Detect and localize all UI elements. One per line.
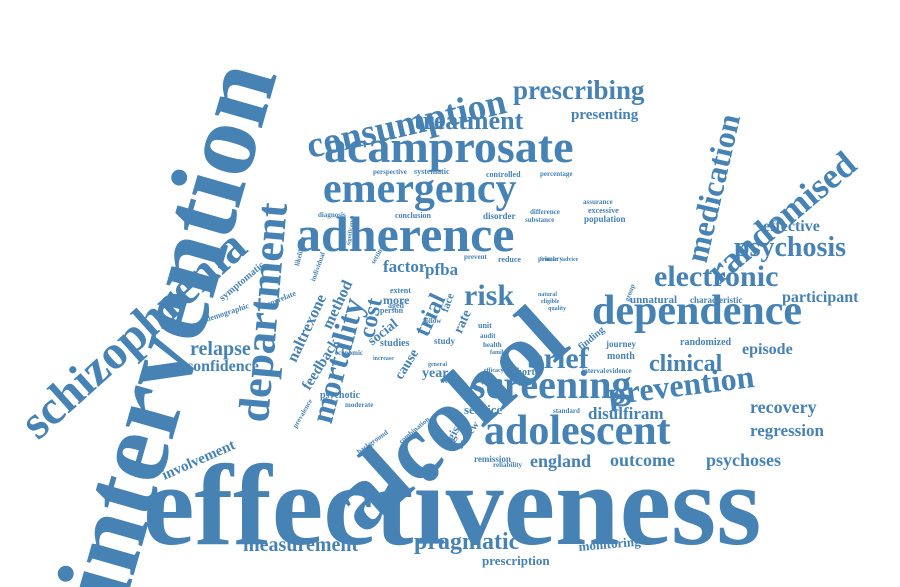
word-standard: standard <box>553 407 580 415</box>
word-randomized: randomized <box>680 337 732 348</box>
word-eligible: eligible <box>541 299 560 305</box>
word-population: population <box>584 214 626 224</box>
word-pfba: pfba <box>425 260 459 279</box>
word-psychoses: psychoses <box>706 450 782 470</box>
word-perspective: perspective <box>373 168 407 176</box>
word-confidence: confidence <box>186 358 259 375</box>
word-factor: factor <box>383 257 427 276</box>
word-regression: regression <box>750 421 824 440</box>
word-measurement: measurement <box>243 534 359 556</box>
word-risk: risk <box>464 279 515 312</box>
word-remission: remission <box>474 454 511 464</box>
word-diagnosis: diagnosis <box>318 211 346 219</box>
word-journey: journey <box>606 339 636 349</box>
word-reduce: reduce <box>498 255 521 264</box>
word-evidence: evidence <box>606 367 632 375</box>
word-disorder: disorder <box>483 211 516 221</box>
word-effectiveness: effectiveness <box>143 442 762 570</box>
word-general: general <box>428 362 447 368</box>
word-unit: unit <box>478 321 492 330</box>
word-advice: advice <box>562 257 579 263</box>
word-relapse: relapse <box>190 338 251 360</box>
word-excessive: excessive <box>588 206 619 215</box>
word-characteristic: characteristic <box>690 295 743 305</box>
word-increase: increase <box>373 356 394 362</box>
word-systematic: systematic <box>414 167 450 176</box>
word-treatment: treatment <box>414 106 524 135</box>
word-psychosis: psychosis <box>734 232 847 263</box>
word-primary: primary <box>538 255 563 263</box>
word-month: month <box>607 351 635 362</box>
word-interval: interval <box>582 367 606 375</box>
word-brief: brief <box>527 342 589 375</box>
word-outcome: outcome <box>610 450 675 470</box>
word-effective: effective <box>763 218 820 235</box>
word-person: person <box>380 306 404 315</box>
word-pragmatic: pragmatic <box>414 529 520 555</box>
word-cohort: cohort <box>507 367 535 378</box>
word-female: female <box>540 257 557 263</box>
word-audit: audit <box>480 332 496 340</box>
word-participant: participant <box>782 289 859 306</box>
word-unnatural: unnatural <box>630 294 678 306</box>
word-aged: aged <box>388 301 404 310</box>
word-assurance: assurance <box>583 198 613 206</box>
word-face: face <box>439 291 457 314</box>
word-adherence: adherence <box>296 206 515 262</box>
word-weekly: weekly <box>440 377 461 385</box>
word-substance: substance <box>525 216 555 224</box>
word-efficacy: efficacy <box>484 368 504 374</box>
word-acamprosate: acamprosate <box>324 121 574 172</box>
word-follow: follow <box>423 317 442 325</box>
word-conclusion: conclusion <box>395 211 432 220</box>
word-psychotic: psychotic <box>320 390 360 401</box>
word-controlled: controlled <box>486 170 521 179</box>
word-prescribing: prescribing <box>513 75 645 105</box>
word-quality: quality <box>548 306 567 312</box>
word-prevent: prevent <box>464 253 487 261</box>
word-emergency: emergency <box>323 166 517 212</box>
word-presenting: presenting <box>571 107 639 123</box>
word-clinical: clinical <box>649 351 723 377</box>
word-episode: episode <box>742 341 793 358</box>
word-family: family <box>490 350 507 356</box>
word-disulfiram: disulfiram <box>588 404 664 423</box>
word-extent: extent <box>390 286 411 295</box>
word-service: service <box>464 402 503 417</box>
word-study: study <box>434 336 456 346</box>
word-difference: difference <box>530 208 560 216</box>
word-health: health <box>483 341 502 349</box>
word-moderate: moderate <box>345 401 374 409</box>
word-england: england <box>530 451 592 471</box>
word-natural: natural <box>538 292 558 298</box>
word-studies: studies <box>380 338 410 349</box>
word-economic: economic <box>335 349 363 357</box>
word-recovery: recovery <box>750 397 817 417</box>
word-adolescent: adolescent <box>484 408 671 454</box>
word-prescription: prescription <box>482 553 550 568</box>
word-electronic: electronic <box>654 260 779 293</box>
word-screening: screening <box>470 362 632 407</box>
word-reliability: reliability <box>493 461 523 469</box>
word-percentage: percentage <box>540 170 573 178</box>
word-dependence: dependence <box>592 288 802 334</box>
word-year: year <box>422 366 449 381</box>
word-more: more <box>383 293 410 307</box>
word-finding: finding <box>576 324 607 353</box>
